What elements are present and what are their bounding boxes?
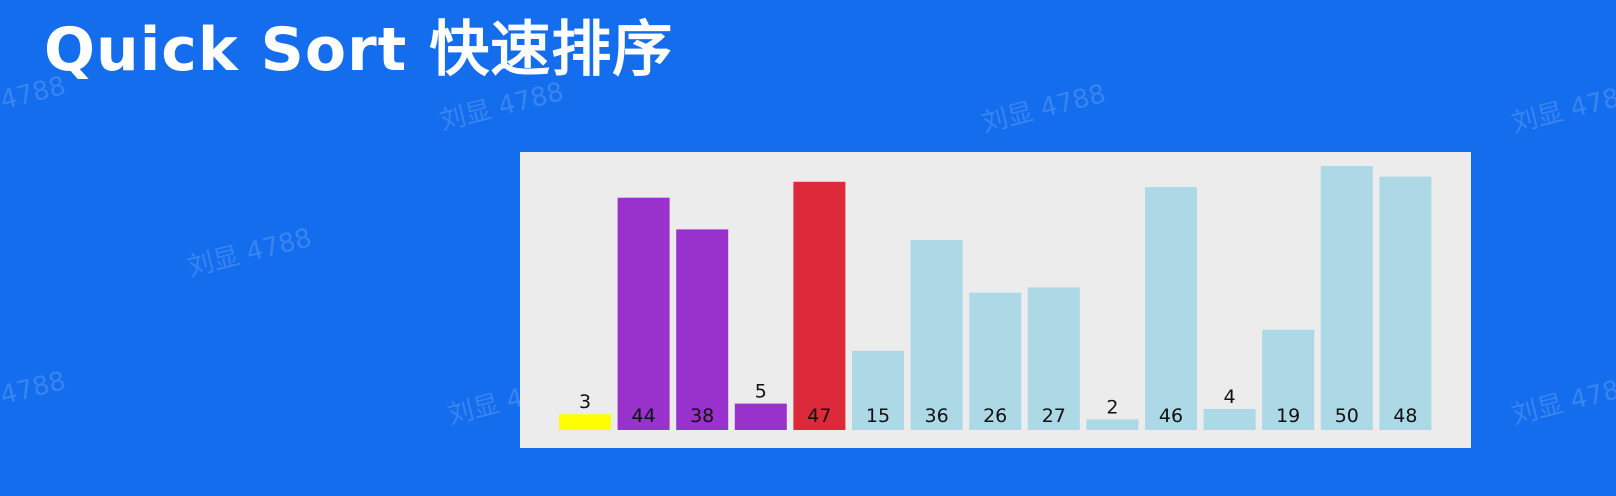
- bar-value-label: 5: [755, 381, 767, 403]
- watermark: 刘显 4788: [0, 366, 69, 426]
- bar-value-label: 38: [690, 405, 714, 427]
- bar: [734, 403, 787, 430]
- bar: [1027, 287, 1080, 430]
- bar-value-label: 36: [925, 405, 949, 427]
- bar-value-label: 2: [1106, 396, 1118, 418]
- bar: [1379, 176, 1432, 430]
- bar-value-label: 44: [632, 405, 656, 427]
- bar: [910, 239, 963, 430]
- watermark: 刘显 4788: [184, 223, 315, 283]
- bar-value-label: 46: [1159, 405, 1183, 427]
- bar-value-label: 4: [1224, 386, 1236, 408]
- bars-group: 3 44 38 5 47 15 36 26 27 2 46 4 19 50 48: [559, 166, 1432, 430]
- watermark: 刘显 4788: [978, 79, 1109, 139]
- bar-value-label: 26: [983, 405, 1007, 427]
- page-title: Quick Sort 快速排序: [44, 15, 674, 85]
- bar: [1086, 419, 1139, 430]
- bar-value-label: 3: [579, 391, 591, 413]
- bar-value-label: 47: [807, 405, 831, 427]
- bar: [1262, 329, 1315, 430]
- bar-value-label: 50: [1335, 405, 1359, 427]
- bar: [852, 350, 904, 430]
- watermark: 刘显 4788: [1508, 79, 1616, 139]
- bar-value-label: 48: [1393, 405, 1417, 427]
- bar: [1320, 166, 1373, 430]
- bar: [1203, 408, 1256, 430]
- bar-value-label: 27: [1042, 405, 1066, 427]
- bar: [1145, 187, 1197, 430]
- bar: [969, 292, 1022, 430]
- bar-value-label: 19: [1276, 405, 1300, 427]
- bar: [617, 197, 670, 430]
- quick-sort-bar-chart: 3 44 38 5 47 15 36 26 27 2 46 4 19 50 48: [520, 152, 1471, 448]
- watermark: 刘显 4788: [1508, 371, 1616, 431]
- bar: [559, 414, 611, 430]
- bar: [676, 229, 729, 430]
- bar-value-label: 15: [866, 405, 890, 427]
- bar: [793, 181, 846, 430]
